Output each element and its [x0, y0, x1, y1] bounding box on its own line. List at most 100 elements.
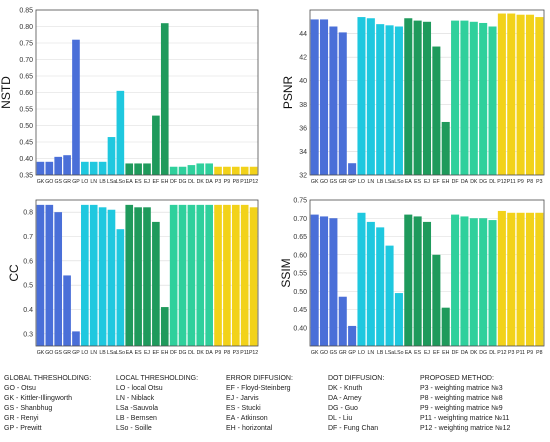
y-tick-label: 0.6 — [23, 258, 33, 265]
bar-lo — [81, 161, 89, 175]
bar-p9 — [516, 14, 525, 176]
bar-p12 — [249, 166, 258, 175]
bar-eh — [441, 307, 450, 346]
x-tick-label: P3 — [215, 179, 221, 185]
x-tick-label: DK — [197, 350, 205, 356]
bar-ea — [404, 214, 413, 346]
x-tick-label: EJ — [144, 350, 150, 356]
x-tick-label: EF — [433, 350, 440, 356]
panel-ssim: 0.40 0.45 0.50 0.55 0.60 0.65 0.70 0.75 GK GO GS GR… — [279, 198, 545, 356]
y-tick-label: 0.3 — [23, 331, 33, 338]
bar-gk — [36, 204, 45, 346]
x-tick-label: P9 — [215, 350, 221, 356]
x-tick-label: EH — [442, 350, 449, 356]
bar-lb — [376, 227, 385, 346]
bar-ef — [432, 46, 441, 176]
x-tick-label: DA — [206, 350, 214, 356]
x-tick-label: GK — [311, 350, 319, 356]
x-tick-label: P8 — [233, 179, 239, 185]
y-tick-label: 32 — [299, 173, 307, 180]
legend-item: EJ - Jarvis — [226, 395, 259, 402]
bar-gp — [72, 331, 80, 346]
y-tick-label: 0.70 — [19, 57, 33, 64]
x-tick-label: EJ — [144, 179, 150, 185]
x-tick-label: EA — [405, 179, 412, 185]
y-axis-label: PSNR — [281, 75, 295, 109]
y-axis-label: SSIM — [279, 258, 293, 287]
legend-item: GO - Otsu — [4, 385, 36, 392]
x-tick-label: GR — [63, 179, 71, 185]
legend-item: EA - Atkinson — [226, 415, 268, 422]
bar-gs — [329, 218, 338, 346]
legend-item: LB - Bernsen — [116, 415, 157, 422]
legend-item: DL - Liu — [328, 415, 353, 422]
x-tick-label: P11 — [240, 350, 249, 356]
x-tick-label: DL — [188, 350, 195, 356]
y-tick-label: 0.65 — [19, 74, 33, 81]
bar-ln — [89, 161, 98, 175]
bar-gr — [63, 275, 71, 346]
legend-item: GS - Shanbhug — [4, 405, 53, 412]
bar-da — [460, 216, 469, 346]
bar-ea — [404, 18, 413, 175]
y-tick-label: 0.8 — [23, 210, 33, 217]
x-tick-label: ES — [414, 350, 421, 356]
bar-gk — [36, 161, 45, 175]
legend-item: LO - local Otsu — [116, 385, 163, 392]
bar-gs — [54, 212, 63, 346]
bar-es — [134, 163, 142, 175]
x-tick-label: GO — [320, 350, 328, 356]
x-tick-label: GS — [54, 179, 62, 185]
y-tick-label: 0.75 — [293, 198, 307, 205]
bar-p3 — [535, 17, 544, 176]
bar-gp — [348, 325, 357, 346]
legend-item: P8 - weighting matrice №8 — [420, 395, 503, 402]
bar-p8 — [535, 212, 544, 346]
x-tick-label: EH — [442, 179, 449, 185]
bar-lsa — [385, 245, 394, 346]
x-tick-label: P9 — [527, 350, 533, 356]
bar-da — [205, 163, 213, 175]
x-tick-label: P9 — [224, 179, 230, 185]
y-tick-label: 0.75 — [19, 41, 33, 48]
x-tick-label: P8 — [224, 350, 230, 356]
plot-frame — [35, 199, 259, 347]
x-tick-label: LSo — [116, 350, 125, 356]
bar-eh — [160, 23, 169, 176]
legend-item: LSo - Soille — [116, 425, 152, 432]
legend-item: P12 - weighting matrice №12 — [420, 425, 511, 432]
panel-psnr: 32 34 36 38 40 42 44 GK GO GS GR GP LO LN LB LSa LSo EA ES… — [281, 9, 545, 185]
x-tick-label: P12 — [497, 179, 506, 185]
bar-go — [45, 204, 54, 346]
bar-ej — [143, 163, 151, 175]
bar-dg — [178, 204, 187, 346]
x-tick-label: GO — [45, 179, 53, 185]
legend-proposed-heading: PROPOSED METHOD: — [420, 375, 494, 382]
x-tick-label: EH — [161, 350, 168, 356]
bar-dl — [187, 204, 196, 346]
x-tick-label: LO — [81, 179, 88, 185]
x-tick-label: LN — [90, 350, 97, 356]
y-tick-label: 0.85 — [19, 8, 33, 15]
bar-p9 — [525, 212, 534, 346]
bar-dl — [488, 220, 497, 346]
y-tick-label: 0.65 — [293, 234, 307, 241]
legend-error: ERROR DIFFUSION: EF - Floyd-Steinberg EJ… — [226, 374, 293, 434]
bar-ej — [422, 21, 432, 175]
bar-p3 — [214, 166, 222, 175]
x-tick-label: LO — [358, 350, 365, 356]
bar-ln — [366, 221, 375, 346]
y-tick-label: 38 — [299, 102, 307, 109]
legend-item: LSa -Sauvola — [116, 405, 159, 412]
bar-lb — [98, 207, 107, 346]
legend-item: P11 - weighting matrice №11 — [420, 415, 510, 422]
y-tick-label: 42 — [299, 55, 307, 62]
bar-lso — [394, 26, 403, 175]
x-tick-label: P11 — [516, 350, 525, 356]
legend-local: LOCAL THRESHOLDING: LO - local Otsu LN -… — [116, 374, 198, 434]
bar-eh — [441, 121, 450, 175]
x-tick-label: DG — [479, 350, 487, 356]
x-tick-label: DK — [470, 350, 478, 356]
legend-item: DF - Fung Chan — [328, 425, 379, 432]
x-tick-label: GK — [37, 179, 45, 185]
